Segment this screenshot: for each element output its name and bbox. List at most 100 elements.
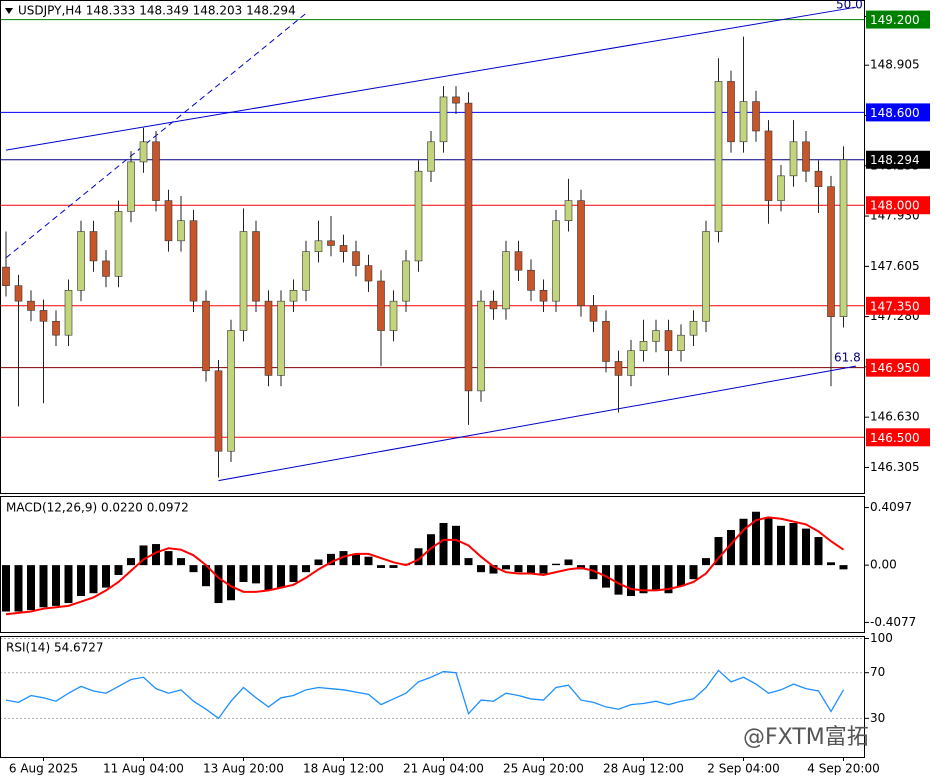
trendline	[218, 365, 857, 482]
candle-body	[152, 141, 160, 201]
macd-bar	[452, 525, 460, 566]
candle-body	[802, 141, 810, 172]
macd-bar	[427, 534, 435, 566]
candle-body	[627, 350, 635, 376]
rsi-title: RSI(14) 54.6727	[6, 641, 104, 655]
macd-bar	[839, 565, 848, 570]
candle-body	[789, 141, 798, 177]
candle-body	[289, 290, 298, 302]
macd-bar	[827, 562, 835, 566]
macd-bar	[89, 565, 98, 594]
y-tick-label: 30	[870, 711, 885, 725]
macd-bar	[377, 565, 385, 568]
macd-bar	[139, 545, 148, 566]
candle-body	[764, 130, 773, 201]
macd-bar	[114, 565, 123, 575]
candle-body	[439, 96, 448, 143]
y-tick-label: 146.305	[870, 460, 920, 474]
macd-bar	[127, 558, 135, 566]
y-tick-label: 147.605	[870, 259, 920, 273]
candle-body	[414, 170, 423, 262]
candle-body	[777, 175, 785, 201]
x-tick-label: 13 Aug 20:00	[203, 762, 284, 776]
level-label: 148.294	[870, 153, 920, 167]
candle-body	[364, 265, 373, 282]
candle-body	[689, 320, 698, 336]
macd-bar	[664, 565, 673, 594]
macd-bar	[389, 565, 398, 568]
candle-body	[89, 231, 98, 262]
y-tick-label: 70	[870, 665, 885, 679]
macd-bar	[477, 565, 485, 573]
candle-body	[552, 220, 560, 302]
level-label: 148.600	[870, 106, 920, 120]
candle-body	[539, 290, 548, 302]
signal-line	[5, 516, 845, 616]
symbol-header: USDJPY,H4 148.333 148.349 148.203 148.29…	[18, 4, 296, 18]
candle-body	[102, 260, 110, 277]
macd-bar	[239, 565, 248, 582]
candle-body	[664, 330, 673, 351]
macd-frame	[0, 496, 865, 633]
fib-label: 61.8	[834, 351, 861, 365]
macd-bar	[14, 565, 23, 612]
macd-bar	[764, 517, 773, 566]
macd-bar	[714, 537, 723, 566]
macd-bar	[64, 565, 73, 604]
candle-body	[27, 300, 35, 311]
rsi-frame	[0, 636, 865, 758]
macd-bar	[502, 565, 510, 570]
menu-triangle[interactable]	[5, 8, 13, 14]
candle-body	[527, 269, 535, 291]
candle-body	[177, 220, 185, 242]
candle-body	[464, 102, 473, 392]
level-label-box	[866, 428, 930, 447]
macd-bar	[552, 563, 560, 566]
y-tick-label: 146.630	[870, 410, 920, 424]
candle-body	[327, 240, 335, 246]
y-tick-label: 148.905	[870, 58, 920, 72]
macd-bar	[789, 522, 798, 566]
candle-body	[489, 300, 498, 310]
candle-body	[614, 361, 623, 376]
macd-bar	[752, 511, 760, 566]
level-label: 146.500	[870, 431, 920, 445]
candle-body	[702, 231, 710, 322]
x-tick-label: 6 Aug 2025	[9, 762, 78, 776]
candle-body	[677, 334, 685, 351]
candle-body	[314, 240, 323, 252]
macd-bar	[464, 558, 473, 566]
y-tick-label: 100	[870, 631, 893, 645]
candle-body	[214, 370, 223, 452]
macd-bar	[2, 565, 10, 612]
x-tick-label: 2 Sep 04:00	[707, 762, 779, 776]
level-label-box	[866, 358, 930, 377]
candle-body	[427, 141, 435, 172]
candle-body	[514, 251, 523, 271]
x-tick-label: 18 Aug 12:00	[303, 762, 384, 776]
candle-body	[739, 101, 748, 143]
level-label: 146.950	[870, 361, 920, 375]
macd-bar	[514, 565, 523, 573]
macd-bar	[77, 565, 85, 597]
candle-body	[64, 290, 73, 336]
candle-body	[389, 300, 398, 331]
macd-bar	[227, 565, 235, 601]
level-label-box	[866, 103, 930, 122]
macd-bar	[177, 558, 185, 566]
candle-body	[502, 251, 510, 310]
macd-bar	[489, 565, 498, 574]
candle-body	[814, 170, 823, 187]
macd-title: MACD(12,26,9) 0.0220 0.0972	[6, 501, 189, 515]
x-tick-label: 11 Aug 04:00	[103, 762, 184, 776]
fib-label: 50.0	[836, 0, 863, 12]
level-label-box	[866, 296, 930, 315]
macd-bar	[802, 528, 810, 566]
candle-body	[589, 305, 598, 322]
candle-body	[827, 186, 835, 317]
candle-body	[377, 280, 385, 331]
level-label: 147.350	[870, 299, 920, 313]
candle-body	[752, 101, 760, 132]
candle-body	[839, 159, 848, 317]
macd-bar	[289, 565, 298, 582]
